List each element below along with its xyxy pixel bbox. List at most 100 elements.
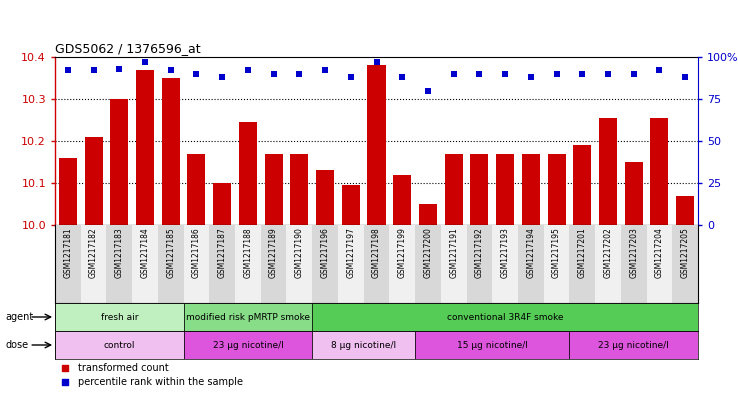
Bar — [548, 154, 565, 225]
Text: GSM1217189: GSM1217189 — [269, 227, 278, 278]
Text: GSM1217184: GSM1217184 — [140, 227, 150, 278]
Text: fresh air: fresh air — [100, 312, 138, 321]
Bar — [210, 225, 235, 303]
Bar — [570, 225, 595, 303]
Text: GDS5062 / 1376596_at: GDS5062 / 1376596_at — [55, 42, 201, 55]
Bar — [312, 225, 338, 303]
Bar — [496, 154, 514, 225]
Point — [190, 71, 202, 77]
Text: GSM1217205: GSM1217205 — [680, 227, 689, 278]
Bar — [55, 331, 184, 359]
Text: GSM1217194: GSM1217194 — [526, 227, 535, 278]
Bar — [187, 154, 205, 225]
Text: 8 μg nicotine/l: 8 μg nicotine/l — [331, 340, 396, 349]
Point — [448, 71, 460, 77]
Text: 23 μg nicotine/l: 23 μg nicotine/l — [213, 340, 283, 349]
Text: 15 μg nicotine/l: 15 μg nicotine/l — [457, 340, 528, 349]
Bar — [265, 154, 283, 225]
Text: GSM1217199: GSM1217199 — [398, 227, 407, 278]
Point — [59, 379, 71, 385]
Text: GSM1217202: GSM1217202 — [604, 227, 613, 278]
Bar — [419, 204, 437, 225]
Text: percentile rank within the sample: percentile rank within the sample — [77, 377, 243, 387]
Point — [114, 66, 125, 72]
Text: GSM1217190: GSM1217190 — [295, 227, 304, 278]
Bar — [286, 225, 312, 303]
Text: control: control — [103, 340, 135, 349]
Point — [319, 67, 331, 73]
Bar — [316, 171, 334, 225]
Text: GSM1217192: GSM1217192 — [475, 227, 484, 278]
Bar — [106, 225, 132, 303]
Point — [396, 74, 408, 80]
Point — [474, 71, 486, 77]
Point — [525, 74, 537, 80]
Bar — [342, 185, 360, 225]
Point — [345, 74, 356, 80]
Bar — [158, 225, 184, 303]
Text: GSM1217186: GSM1217186 — [192, 227, 201, 278]
Bar — [213, 183, 231, 225]
Bar — [573, 145, 591, 225]
Point — [654, 67, 666, 73]
Point — [268, 71, 280, 77]
Point — [576, 71, 588, 77]
Point — [216, 74, 228, 80]
Bar — [415, 225, 441, 303]
Bar — [368, 65, 385, 225]
Bar — [338, 225, 364, 303]
Point — [294, 71, 306, 77]
Point — [370, 59, 382, 65]
Text: GSM1217193: GSM1217193 — [500, 227, 510, 278]
Text: conventional 3R4F smoke: conventional 3R4F smoke — [446, 312, 563, 321]
Bar — [80, 225, 106, 303]
Point — [602, 71, 614, 77]
Bar — [162, 78, 180, 225]
Point — [499, 71, 511, 77]
Bar — [59, 158, 77, 225]
Text: GSM1217197: GSM1217197 — [346, 227, 355, 278]
Bar — [184, 303, 312, 331]
Text: GSM1217203: GSM1217203 — [630, 227, 638, 278]
Text: GSM1217182: GSM1217182 — [89, 227, 98, 278]
Point — [422, 88, 434, 94]
Bar — [599, 118, 617, 225]
Text: GSM1217198: GSM1217198 — [372, 227, 381, 278]
Text: 23 μg nicotine/l: 23 μg nicotine/l — [599, 340, 669, 349]
Bar — [646, 225, 672, 303]
Text: agent: agent — [5, 312, 34, 322]
Text: GSM1217191: GSM1217191 — [449, 227, 458, 278]
Bar — [55, 303, 184, 331]
Text: modified risk pMRTP smoke: modified risk pMRTP smoke — [186, 312, 310, 321]
Point — [88, 67, 100, 73]
Point — [628, 71, 640, 77]
Bar — [522, 154, 539, 225]
Text: GSM1217196: GSM1217196 — [320, 227, 330, 278]
Bar — [650, 118, 669, 225]
Text: dose: dose — [5, 340, 29, 350]
Text: GSM1217195: GSM1217195 — [552, 227, 561, 278]
Bar — [85, 137, 103, 225]
Bar — [184, 225, 210, 303]
Text: GSM1217200: GSM1217200 — [424, 227, 432, 278]
Text: GSM1217188: GSM1217188 — [244, 227, 252, 278]
Text: GSM1217183: GSM1217183 — [115, 227, 124, 278]
Bar — [55, 225, 80, 303]
Point — [165, 67, 176, 73]
Bar — [544, 225, 570, 303]
Bar — [518, 225, 544, 303]
Bar — [110, 99, 128, 225]
Bar — [312, 331, 415, 359]
Bar — [235, 225, 261, 303]
Point — [679, 74, 691, 80]
Bar — [595, 225, 621, 303]
Bar — [132, 225, 158, 303]
Bar — [441, 225, 466, 303]
Text: GSM1217187: GSM1217187 — [218, 227, 227, 278]
Text: GSM1217201: GSM1217201 — [578, 227, 587, 278]
Bar — [470, 154, 489, 225]
Bar — [312, 303, 698, 331]
Text: transformed count: transformed count — [77, 363, 168, 373]
Bar — [364, 225, 390, 303]
Point — [139, 59, 151, 65]
